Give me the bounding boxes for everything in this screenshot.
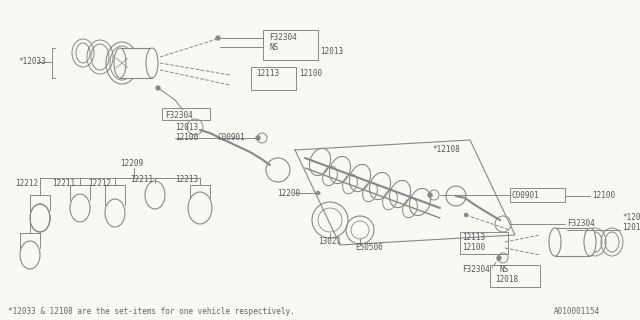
Bar — [120, 48, 152, 78]
Ellipse shape — [410, 188, 431, 216]
Text: 12209: 12209 — [120, 158, 143, 167]
Circle shape — [465, 213, 467, 217]
Text: *12033 & 12108 are the set-items for one vehicle respectively.: *12033 & 12108 are the set-items for one… — [8, 308, 295, 316]
Text: 12013: 12013 — [320, 47, 343, 57]
Text: NS: NS — [499, 266, 508, 275]
Circle shape — [156, 86, 160, 90]
Text: E50506: E50506 — [355, 244, 383, 252]
Ellipse shape — [549, 228, 561, 256]
Text: 12018: 12018 — [495, 276, 518, 284]
Ellipse shape — [349, 164, 371, 192]
Circle shape — [497, 256, 501, 260]
Text: *12033: *12033 — [18, 58, 45, 67]
Text: F32304: F32304 — [462, 266, 490, 275]
Ellipse shape — [310, 148, 330, 176]
Text: A010001154: A010001154 — [554, 308, 600, 316]
Text: NS: NS — [269, 43, 278, 52]
Text: 12100: 12100 — [592, 191, 615, 201]
Bar — [555, 228, 590, 256]
Text: F32304: F32304 — [165, 110, 193, 119]
Circle shape — [428, 193, 432, 197]
Text: 12212: 12212 — [88, 179, 111, 188]
Bar — [251, 67, 296, 90]
Text: 12100: 12100 — [462, 244, 485, 252]
Text: *12108: *12108 — [432, 146, 460, 155]
Text: C00901: C00901 — [512, 191, 540, 201]
Text: 12100: 12100 — [299, 69, 322, 78]
Bar — [510, 188, 565, 202]
Ellipse shape — [390, 180, 410, 208]
Bar — [263, 30, 318, 60]
Text: F32304: F32304 — [567, 220, 595, 228]
Circle shape — [216, 36, 220, 40]
Text: F32304: F32304 — [269, 33, 297, 42]
Text: 12113: 12113 — [462, 234, 485, 243]
Text: 12211: 12211 — [52, 179, 75, 188]
Text: 13021: 13021 — [318, 237, 341, 246]
Bar — [460, 232, 508, 254]
Text: *12033: *12033 — [622, 213, 640, 222]
Text: 12213: 12213 — [175, 175, 198, 185]
Bar — [490, 265, 540, 287]
Text: 12018: 12018 — [622, 223, 640, 233]
Ellipse shape — [114, 48, 126, 78]
Bar — [162, 108, 210, 120]
Text: 12100: 12100 — [175, 133, 198, 142]
Text: 12013: 12013 — [175, 124, 198, 132]
Text: 12200: 12200 — [277, 188, 300, 197]
Text: C00901: C00901 — [218, 133, 246, 142]
Text: 12211: 12211 — [130, 175, 153, 185]
Ellipse shape — [584, 228, 596, 256]
Circle shape — [256, 136, 260, 140]
Ellipse shape — [330, 156, 351, 184]
Ellipse shape — [369, 172, 390, 200]
Ellipse shape — [146, 48, 158, 78]
Circle shape — [317, 191, 319, 195]
Text: 12212: 12212 — [15, 179, 38, 188]
Text: 12113: 12113 — [256, 69, 279, 78]
